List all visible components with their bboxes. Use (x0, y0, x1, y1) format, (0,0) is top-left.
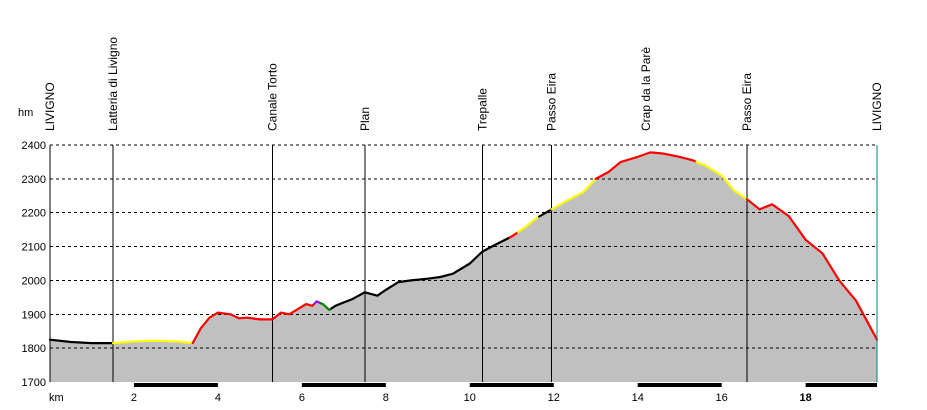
y-tick-label: 1900 (22, 309, 46, 321)
profile-line-segment (517, 215, 541, 234)
km-scale-bar-segment (469, 383, 554, 387)
profile-line-segment (745, 198, 879, 341)
station-lines-layer (112, 145, 878, 382)
station-label: Passo Eira (740, 73, 754, 131)
x-tick-label: 12 (548, 392, 560, 404)
km-scale-bar-segment (637, 383, 722, 387)
y-tick-label: 2400 (22, 140, 46, 152)
y-axis-unit-label: hm (18, 107, 33, 119)
x-tick-label: 8 (383, 392, 389, 404)
km-scale-bar-segment (301, 383, 386, 387)
profile-line-segment (319, 302, 333, 311)
profile-area-fill (50, 152, 877, 382)
x-tick-label: 10 (464, 392, 476, 404)
station-label: Crap da la Parè (639, 47, 653, 131)
x-tick-label: 4 (215, 392, 221, 404)
profile-line-segment (48, 338, 115, 345)
labels-layer: hm km 1700 1800 1900 2000 2100 2200 2300 2400 LI… (18, 37, 884, 404)
y-tick-label: 2300 (22, 174, 46, 186)
x-tick-label: 6 (299, 392, 305, 404)
station-label: LIVIGNO (43, 82, 57, 131)
profile-line-segment (538, 208, 553, 218)
x-tick-label: 2 (131, 392, 137, 404)
axes-layer (49, 145, 878, 387)
y-tick-label: 1700 (22, 377, 46, 389)
km-scale-bar-segment (805, 383, 877, 387)
profile-fill-layer (50, 152, 877, 382)
y-tick-label: 1800 (22, 343, 46, 355)
profile-line-segment (594, 151, 698, 180)
profile-line-segment (313, 300, 322, 305)
profile-line-layer (48, 151, 879, 345)
station-label: Canale Torto (266, 63, 280, 131)
x-tick-label: 18 (800, 392, 812, 404)
profile-line-segment (191, 302, 316, 345)
station-label: LIVIGNO (870, 82, 884, 131)
profile-line-segment (111, 339, 194, 345)
station-label: Plan (358, 107, 372, 131)
x-tick-label: 16 (716, 392, 728, 404)
station-label: Trepalle (475, 88, 489, 131)
profile-line-segment (330, 236, 511, 310)
km-scale-bar-segment (133, 383, 218, 387)
x-tick-label: 14 (632, 392, 644, 404)
station-label: Passo Eira (545, 73, 559, 131)
y-tick-label: 2000 (22, 275, 46, 287)
y-tick-label: 2200 (22, 208, 46, 220)
profile-line-segment (508, 231, 520, 239)
x-axis-unit-label: km (49, 392, 64, 404)
profile-line-segment (550, 177, 597, 211)
y-tick-label: 2100 (22, 242, 46, 254)
profile-line-segment (695, 160, 748, 201)
station-label: Latteria di Livigno (106, 37, 120, 131)
